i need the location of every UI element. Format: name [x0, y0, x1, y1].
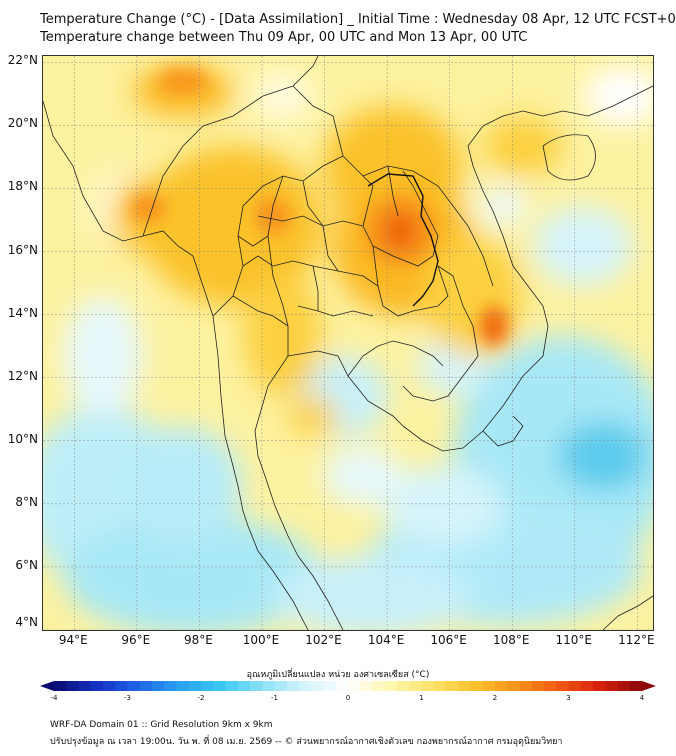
colorbar-cell [213, 681, 226, 691]
colorbar-tick-label: 1 [419, 694, 424, 702]
longitude-label: 108°E [492, 633, 530, 647]
latitude-label: 16°N [7, 242, 38, 257]
colorbar-cell [237, 681, 251, 691]
colorbar-cell [360, 681, 373, 691]
colorbar-cell [152, 681, 165, 691]
colorbar-cell [66, 681, 79, 691]
latitude-label: 22°N [7, 53, 38, 68]
longitude-label: 106°E [430, 633, 467, 647]
colorbar-cell [421, 681, 435, 691]
colorbar-cell [311, 681, 324, 691]
colorbar-cell [348, 681, 361, 691]
colorbar-tick-label: 2 [492, 694, 498, 702]
colorbar-cell [617, 681, 631, 691]
colorbar-cell [335, 681, 349, 691]
latitude-label: 12°N [7, 368, 38, 383]
longitude-label: 102°E [305, 633, 342, 647]
colorbar-cell [446, 681, 459, 691]
credits: ปรับปรุงข้อมูล ณ เวลา 19:00น. วัน พ. ที่… [50, 737, 563, 747]
latitude-label: 4°N [15, 615, 38, 629]
colorbar-tick-label: -4 [50, 694, 58, 702]
colorbar-cell [78, 681, 92, 691]
latitude-label: 20°N [7, 116, 38, 131]
colorbar [40, 681, 656, 691]
colorbar-min-arrow [40, 681, 54, 691]
colorbar-cell [127, 681, 141, 691]
temperature-change-map [43, 56, 653, 630]
colorbar-cell [225, 681, 239, 691]
longitude-label: 110°E [555, 633, 593, 647]
temperature-field [43, 66, 653, 630]
model-info: WRF-DA Domain 01 :: Grid Resolution 9km … [50, 720, 273, 730]
colorbar-cell [384, 681, 398, 691]
colorbar-cell [397, 681, 410, 691]
longitude-label: 98°E [183, 633, 213, 647]
chart-subtitle: Temperature change between Thu 09 Apr, 0… [40, 30, 528, 45]
colorbar-tick-label: -3 [124, 694, 131, 702]
colorbar-tick-label: 0 [345, 694, 351, 702]
latitude-label: 18°N [7, 179, 38, 194]
colorbar-cell [103, 681, 116, 691]
colorbar-cell [593, 681, 606, 691]
longitude-label: 104°E [367, 633, 405, 647]
colorbar-tick-label: 3 [566, 694, 571, 702]
colorbar-cell [262, 681, 275, 691]
colorbar-cell [323, 681, 337, 691]
colorbar-title: อุณหภูมิเปลี่ยนแปลง หน่วย องศาเซลเซียส (… [246, 670, 430, 680]
colorbar-cell [115, 681, 128, 691]
latitude-label: 14°N [7, 305, 38, 320]
colorbar-cell [201, 681, 214, 691]
colorbar-cell [433, 681, 447, 691]
colorbar-cell [90, 681, 104, 691]
colorbar-cell [54, 681, 67, 691]
colorbar-cell [176, 681, 190, 691]
colorbar-cell [409, 681, 422, 691]
colorbar-cell [250, 681, 263, 691]
longitude-label: 96°E [121, 633, 151, 647]
colorbar-cell [188, 681, 202, 691]
colorbar-cell [372, 681, 386, 691]
colorbar-cell [495, 681, 508, 691]
colorbar-tick-label: -2 [197, 694, 205, 702]
latitude-label: 8°N [15, 494, 38, 509]
colorbar-cell [458, 681, 471, 691]
colorbar-tick-label: 4 [639, 694, 645, 702]
colorbar-cell [274, 681, 288, 691]
latitude-label: 10°N [7, 431, 38, 446]
longitude-label: 100°E [242, 633, 280, 647]
colorbar-cell [139, 681, 153, 691]
colorbar-cell [568, 681, 582, 691]
colorbar-cell [544, 681, 557, 691]
colorbar-cell [556, 681, 569, 691]
colorbar-cell [629, 681, 643, 691]
latitude-label: 6°N [15, 557, 38, 572]
colorbar-tick-label: -1 [271, 694, 278, 702]
coastlines-and-borders [43, 56, 653, 630]
map-panel[interactable] [42, 55, 654, 631]
colorbar-cell [507, 681, 520, 691]
chart-title: Temperature Change (°C) - [Data Assimila… [40, 12, 676, 27]
colorbar-cell [164, 681, 177, 691]
colorbar-cell [299, 681, 312, 691]
graticule [43, 56, 653, 630]
colorbar-cell [470, 681, 484, 691]
colorbar-cell [482, 681, 496, 691]
temperature-hotspots [130, 69, 508, 346]
longitude-label: 94°E [58, 633, 88, 647]
laos-border-highlight [367, 173, 439, 307]
colorbar-cell [605, 681, 618, 691]
colorbar-cell [519, 681, 533, 691]
colorbar-max-arrow [642, 681, 656, 691]
colorbar-cell [580, 681, 594, 691]
longitude-label: 112°E [618, 633, 655, 647]
colorbar-cell [531, 681, 545, 691]
colorbar-cell [286, 681, 300, 691]
